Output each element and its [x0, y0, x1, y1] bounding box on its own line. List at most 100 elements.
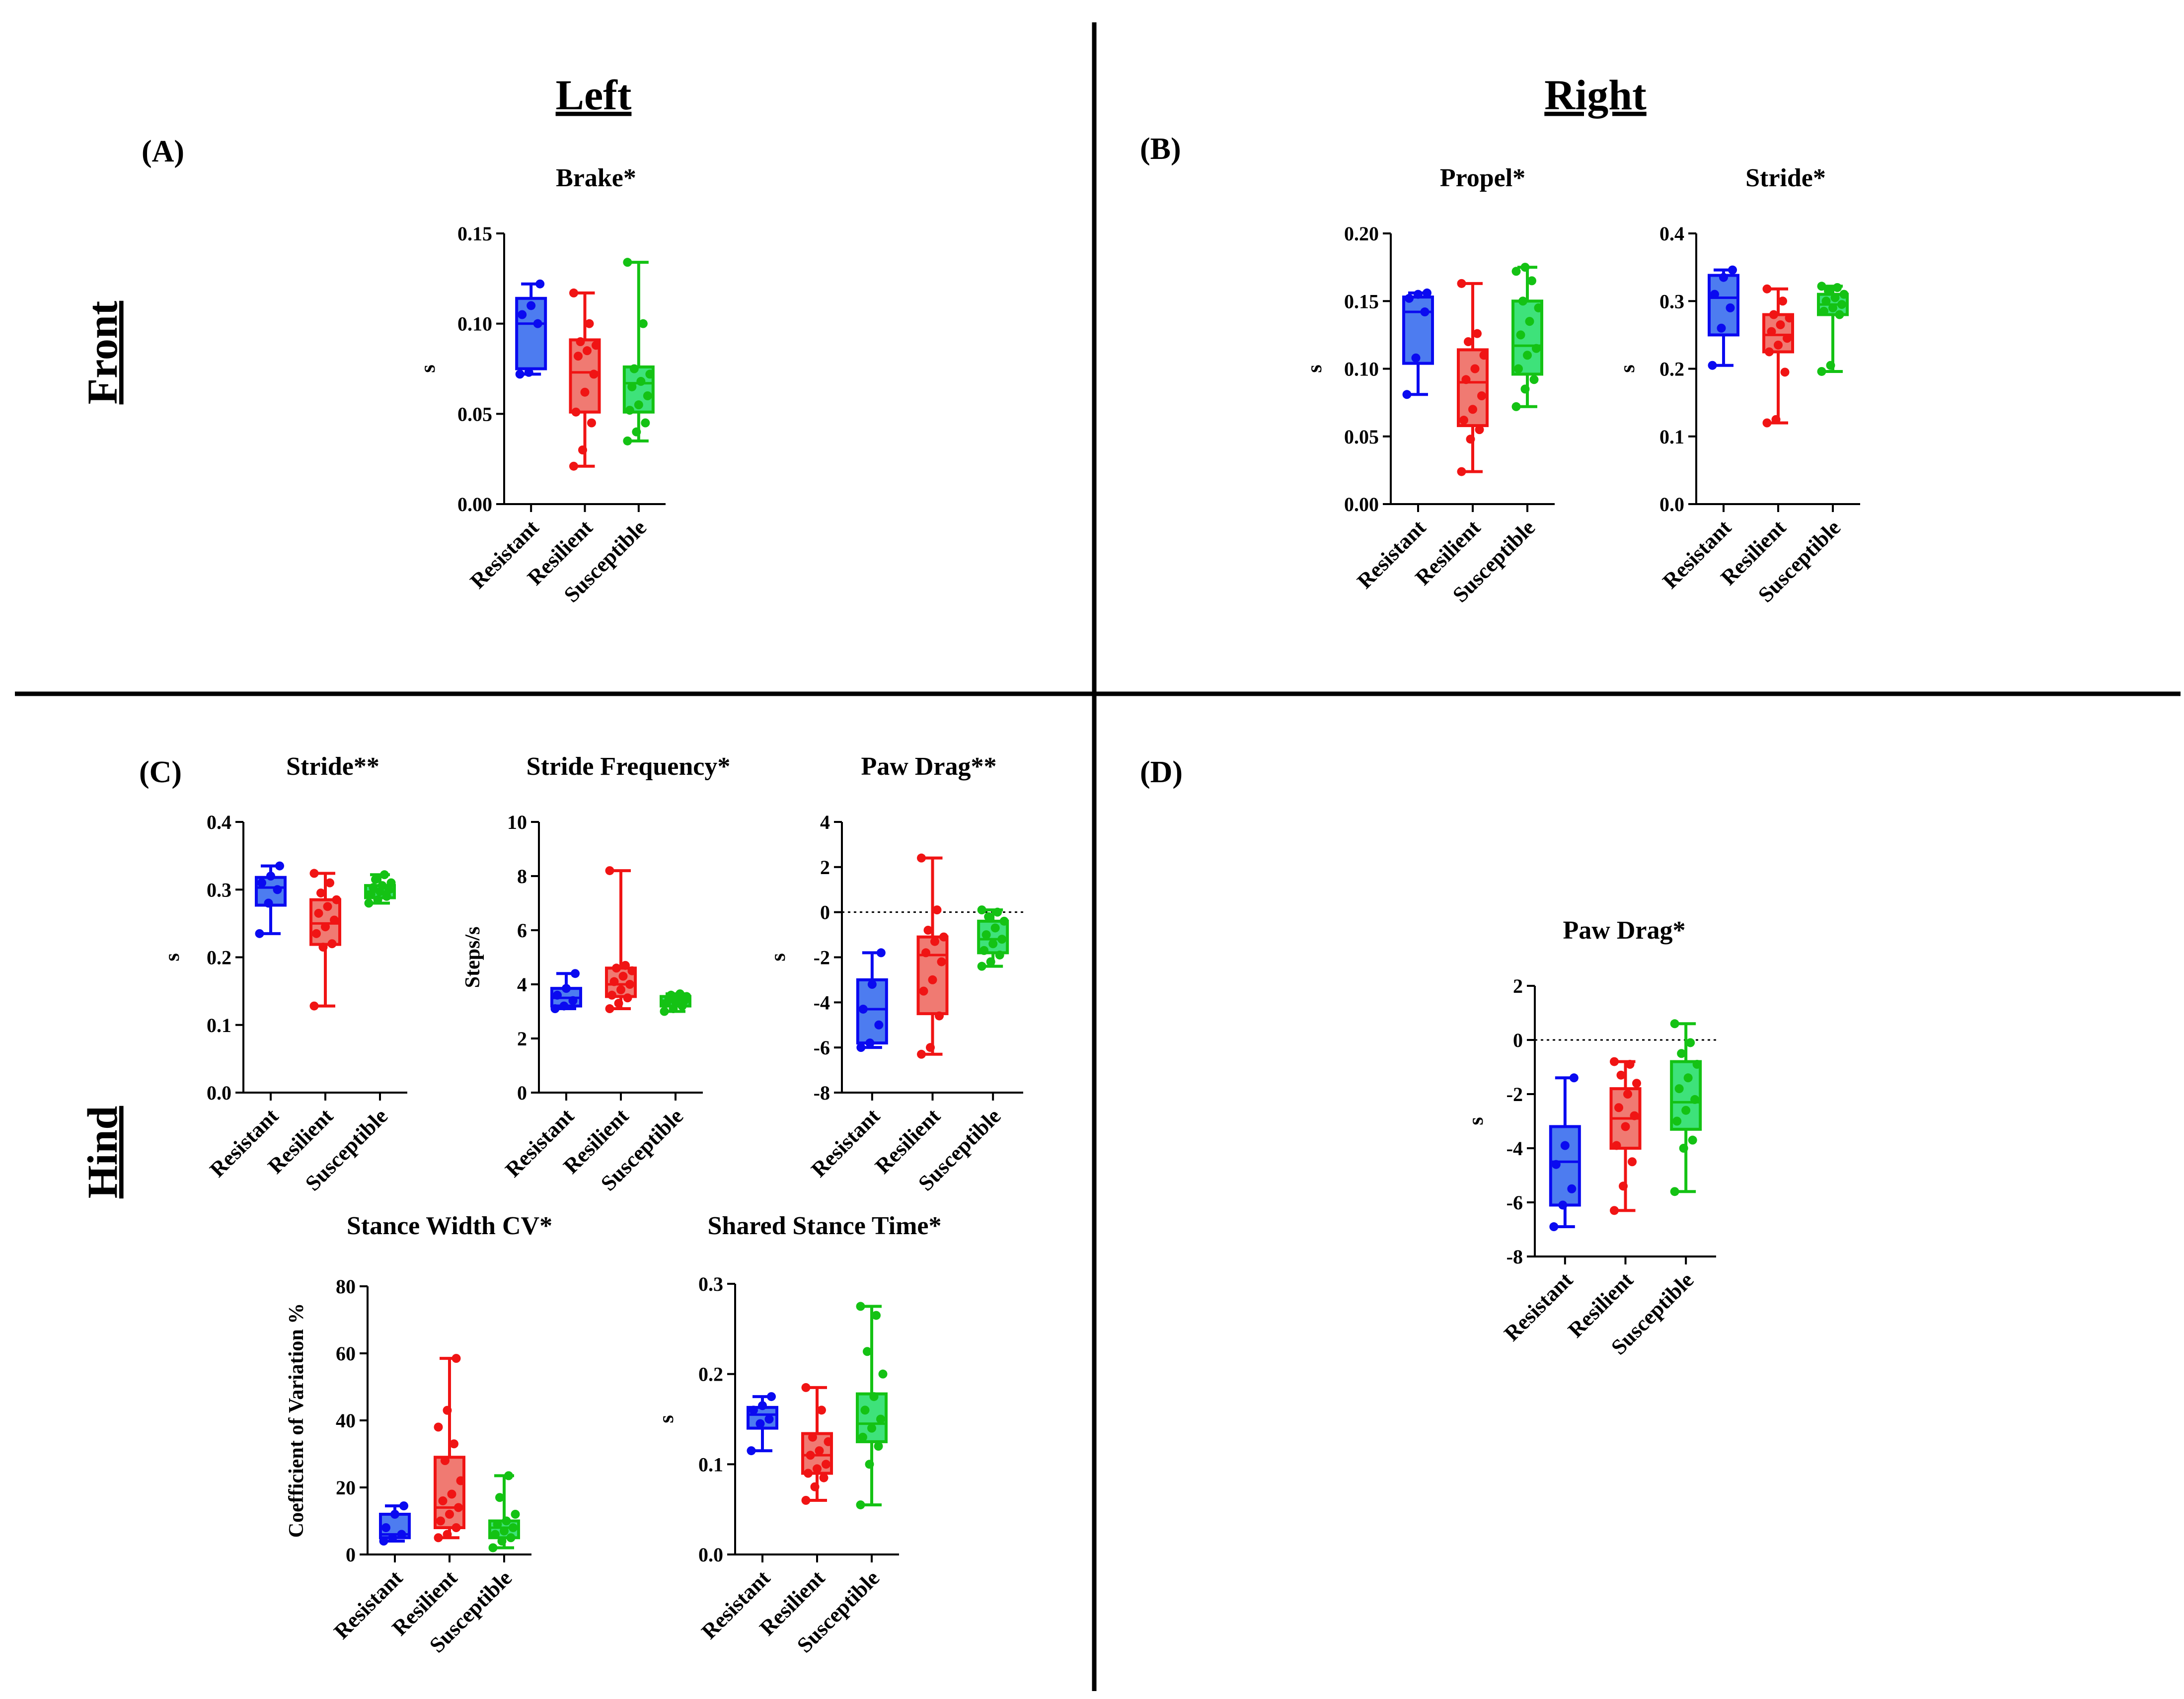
data-point: [669, 1004, 678, 1014]
data-point: [381, 1523, 390, 1532]
data-point: [518, 310, 527, 319]
data-point: [585, 319, 594, 328]
data-point: [264, 898, 273, 908]
data-point: [645, 369, 655, 379]
y-tick-label: -4: [814, 991, 830, 1014]
data-point: [589, 369, 599, 379]
data-point: [436, 1516, 445, 1526]
data-point: [1783, 334, 1792, 343]
data-point: [441, 1456, 450, 1465]
y-tick-label: 0.1: [1659, 426, 1684, 448]
chart-title: Stride Frequency*: [527, 752, 731, 781]
data-point: [312, 929, 321, 938]
box-resilient: [916, 935, 949, 1016]
data-point: [1717, 323, 1726, 333]
data-point: [865, 1038, 875, 1048]
data-point: [1690, 1095, 1700, 1104]
data-point: [524, 368, 533, 377]
data-point: [309, 869, 319, 878]
data-point: [1511, 402, 1521, 411]
data-point: [1520, 384, 1530, 394]
y-tick-label: 0: [820, 901, 830, 924]
data-point: [979, 946, 989, 955]
data-point: [1560, 1141, 1570, 1150]
data-point: [921, 948, 930, 958]
data-point: [667, 990, 676, 1000]
data-point: [632, 427, 641, 437]
data-point: [801, 1496, 811, 1505]
y-tick-label: 60: [336, 1342, 356, 1365]
data-point: [1771, 415, 1781, 424]
data-point: [1776, 320, 1785, 329]
data-point: [1833, 283, 1842, 292]
data-point: [623, 258, 632, 267]
data-point: [1616, 1070, 1626, 1080]
data-point: [869, 1392, 879, 1402]
panel-label-d: (D): [1140, 755, 1183, 789]
data-point: [1549, 1222, 1559, 1232]
data-point: [1767, 327, 1776, 336]
chart-stance-width-cv: Stance Width CV* Coefficient of Variation…: [285, 1212, 552, 1657]
y-tick-label: 0.20: [1344, 222, 1379, 245]
data-point: [876, 948, 886, 958]
data-point: [583, 346, 592, 356]
data-point: [447, 1489, 456, 1499]
data-point: [1785, 313, 1794, 323]
y-tick-label: 0.1: [698, 1453, 723, 1476]
data-point: [506, 1533, 516, 1543]
data-point: [1411, 353, 1421, 363]
data-point: [373, 895, 382, 904]
data-point: [456, 1476, 465, 1485]
data-point: [614, 999, 623, 1008]
data-point: [986, 957, 995, 966]
y-tick-label: 4: [820, 811, 830, 833]
category-label: Resistant: [807, 1104, 885, 1182]
y-axis-label: s: [161, 953, 184, 961]
chart-title: Shared Stance Time*: [708, 1212, 942, 1240]
data-point: [273, 885, 282, 894]
data-point: [1551, 1160, 1561, 1169]
data-point: [1457, 279, 1466, 288]
data-point: [755, 1419, 765, 1428]
data-point: [1468, 405, 1477, 414]
data-point: [676, 989, 684, 999]
data-point: [587, 418, 596, 428]
data-point: [497, 1537, 507, 1546]
y-tick-label: 0.10: [1344, 358, 1379, 380]
y-tick-label: 40: [336, 1409, 356, 1432]
data-point: [1835, 310, 1844, 319]
data-point: [860, 1405, 870, 1415]
data-point: [638, 319, 648, 328]
data-point: [867, 1423, 876, 1433]
data-point: [636, 376, 646, 386]
data-point: [1628, 1157, 1637, 1167]
data-point: [822, 1460, 830, 1469]
data-point: [609, 977, 619, 986]
y-tick-label: 0.3: [698, 1273, 723, 1295]
data-point: [612, 963, 621, 973]
data-point: [511, 1510, 520, 1519]
data-point: [527, 301, 536, 310]
data-point: [592, 341, 601, 350]
chart-title: Stride*: [1745, 164, 1826, 192]
data-point: [1728, 265, 1737, 275]
header-left: Left: [556, 71, 632, 119]
y-tick-label: 8: [517, 865, 527, 887]
data-point: [1681, 1106, 1691, 1115]
data-point: [813, 1464, 822, 1474]
data-point: [325, 878, 334, 887]
data-point: [1719, 273, 1728, 282]
data-point: [1523, 351, 1532, 360]
data-point: [1405, 294, 1414, 303]
data-point: [576, 337, 585, 346]
data-point: [1569, 1073, 1579, 1083]
y-tick-label: 0.00: [1344, 493, 1379, 516]
data-point: [1525, 317, 1534, 326]
data-point: [553, 990, 562, 1000]
chart-propel: Propel*s0.000.050.100.150.20ResistantRes…: [1303, 164, 1555, 607]
data-point: [380, 870, 389, 880]
y-tick-label: -4: [1506, 1137, 1523, 1160]
category-label: Resistant: [1500, 1267, 1578, 1346]
data-point: [330, 915, 339, 925]
